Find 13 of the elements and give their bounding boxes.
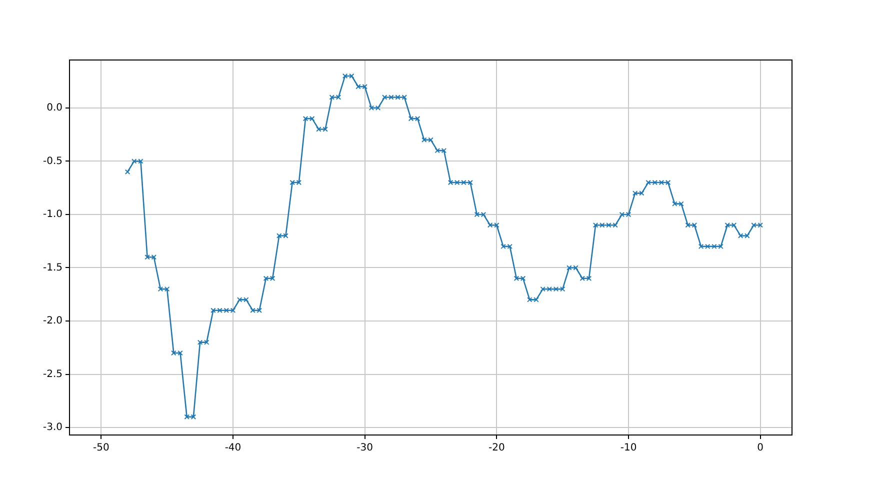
y-tick-label: -2.5 [42, 368, 63, 380]
y-tick-label: -1.0 [42, 209, 63, 220]
x-tick-label: -20 [488, 442, 505, 454]
x-tick-label: 0 [757, 442, 764, 454]
y-tick-label: 0.0 [46, 102, 63, 114]
x-tick-label: -40 [224, 442, 242, 454]
y-tick-label: -0.5 [42, 156, 63, 167]
x-tick-label: -30 [356, 442, 374, 454]
y-tick-label: -1.5 [42, 262, 63, 274]
x-tick-label: -50 [92, 442, 110, 454]
y-tick-label: -3.0 [42, 422, 63, 434]
x-tick-label: -10 [620, 442, 637, 454]
y-tick-label: -2.0 [42, 316, 63, 327]
